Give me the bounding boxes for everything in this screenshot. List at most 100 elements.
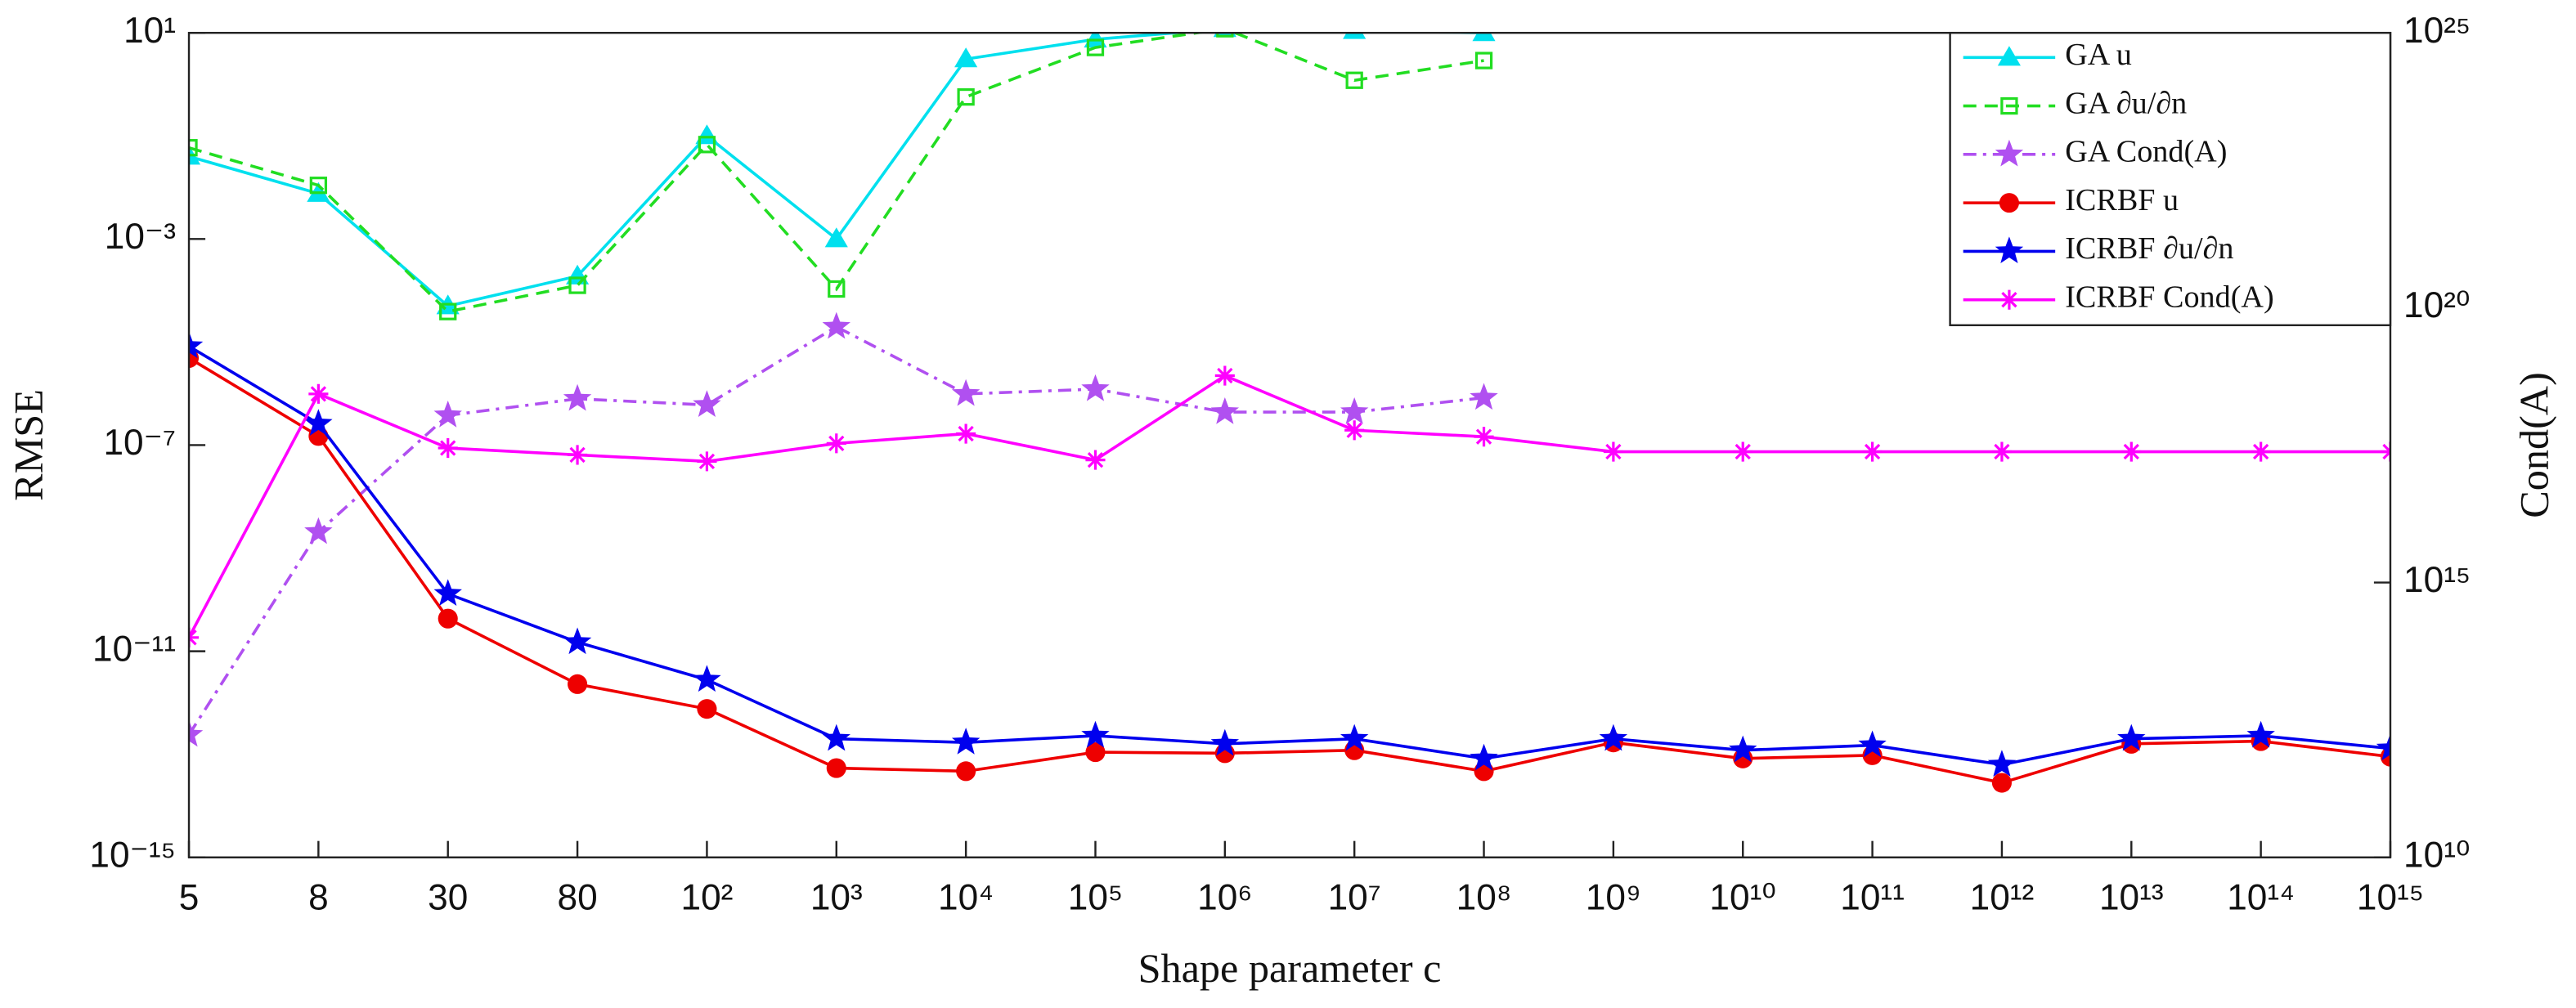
y2-tick-label: 10¹⁵ (2403, 560, 2471, 600)
x-tick-label: 80 (558, 878, 598, 918)
x-tick-label: 10² (680, 878, 733, 918)
marker-triangle (695, 124, 719, 145)
marker-star (2376, 733, 2390, 761)
legend-marker (1995, 236, 2024, 264)
series-line (189, 356, 2390, 785)
legend-marker (1999, 193, 2019, 213)
legend-marker (2000, 96, 2018, 115)
marker-square (698, 136, 716, 154)
marker-asterisk (1214, 365, 1235, 386)
marker-star (1599, 724, 1628, 751)
marker-asterisk (2121, 441, 2142, 462)
x-tick-label: 10¹⁴ (2227, 878, 2295, 918)
marker-star (189, 331, 204, 359)
marker-star (1987, 750, 2017, 777)
plot-layer (189, 33, 2390, 793)
marker-square (1345, 71, 1363, 89)
marker-asterisk (1085, 450, 1106, 470)
marker-circle (568, 674, 588, 694)
marker-star (304, 517, 333, 544)
marker-star (433, 579, 462, 607)
marker-square (309, 177, 328, 195)
marker-asterisk (956, 423, 976, 444)
series-line (189, 325, 1484, 736)
marker-asterisk (826, 433, 846, 454)
x-tick-label: 10⁵ (1068, 878, 1123, 918)
marker-circle (1991, 773, 2012, 793)
marker-square (1474, 52, 1493, 69)
series-line (189, 344, 2390, 767)
marker-star (304, 409, 333, 436)
marker-star (563, 627, 592, 655)
legend-label: ICRBF ∂u/∂n (2065, 231, 2233, 266)
y2-axis-label: Cond(A) (2511, 372, 2556, 518)
x-tick-label: 10¹¹ (1840, 878, 1905, 918)
series-line (189, 374, 2390, 638)
y2-tick-label: 10²⁵ (2403, 11, 2471, 51)
marker-star (1470, 743, 1498, 771)
marker-star (563, 383, 592, 411)
marker-star (189, 719, 204, 747)
marker-asterisk (438, 437, 458, 459)
marker-star (822, 724, 850, 751)
legend-marker (1999, 289, 2019, 310)
marker-star (1340, 724, 1369, 751)
marker-square (828, 280, 846, 298)
marker-circle (1085, 742, 1106, 763)
legend-label: GA Cond(A) (2065, 135, 2227, 169)
marker-square (189, 139, 198, 157)
marker-asterisk (1603, 441, 1623, 462)
x-tick-label: 10¹² (1970, 878, 2035, 918)
x-tick-label: 10¹³ (2099, 878, 2164, 918)
x-tick-label: 8 (308, 878, 329, 918)
marker-asterisk (1733, 441, 1753, 462)
marker-square (1086, 38, 1105, 56)
legend-marker (1997, 46, 2021, 66)
y-tick-label: 10⁻¹¹ (92, 629, 176, 669)
marker-square (568, 276, 586, 294)
marker-star (1858, 730, 1887, 758)
x-tick-label: 10⁶ (1197, 878, 1252, 918)
marker-circle (697, 699, 717, 719)
marker-star (1470, 383, 1498, 410)
marker-square (957, 87, 975, 106)
marker-star (1340, 397, 1369, 424)
marker-square (1216, 33, 1234, 38)
marker-asterisk (1474, 427, 1494, 447)
marker-star (951, 379, 981, 406)
x-tick-label: 10¹⁰ (1709, 878, 1776, 918)
x-tick-label: 10³ (810, 878, 863, 918)
marker-star (822, 311, 850, 339)
legend-label: GA u (2065, 38, 2132, 72)
marker-star (693, 390, 721, 417)
x-tick-label: 30 (428, 878, 468, 918)
legend-label: GA ∂u/∂n (2065, 86, 2187, 120)
marker-asterisk (1862, 441, 1883, 462)
y-tick-label: 10⁻¹⁵ (89, 835, 176, 875)
legend-marker (1995, 139, 2024, 167)
marker-star (693, 665, 721, 692)
legend-box (1949, 31, 2392, 327)
y-tick-label: 10⁻⁷ (103, 423, 175, 463)
marker-triangle (954, 47, 978, 68)
x-tick-label: 10⁹ (1586, 878, 1641, 918)
x-tick-label: 5 (179, 878, 200, 918)
x-tick-label: 10⁷ (1328, 878, 1381, 918)
marker-asterisk (308, 383, 329, 404)
legend-label: ICRBF u (2065, 183, 2179, 217)
x-tick-label: 10⁴ (938, 878, 994, 918)
marker-circle (826, 758, 846, 778)
y2-tick-label: 10¹⁰ (2403, 835, 2471, 875)
marker-triangle (1343, 33, 1367, 39)
marker-star (2246, 720, 2275, 748)
x-tick-label: 10¹⁵ (2357, 878, 2424, 918)
marker-star (1081, 374, 1110, 401)
marker-asterisk (1344, 420, 1365, 441)
marker-star (1729, 735, 1757, 763)
marker-star (2117, 724, 2146, 751)
marker-asterisk (2251, 441, 2271, 462)
marker-asterisk (697, 451, 717, 472)
marker-triangle (824, 227, 848, 248)
